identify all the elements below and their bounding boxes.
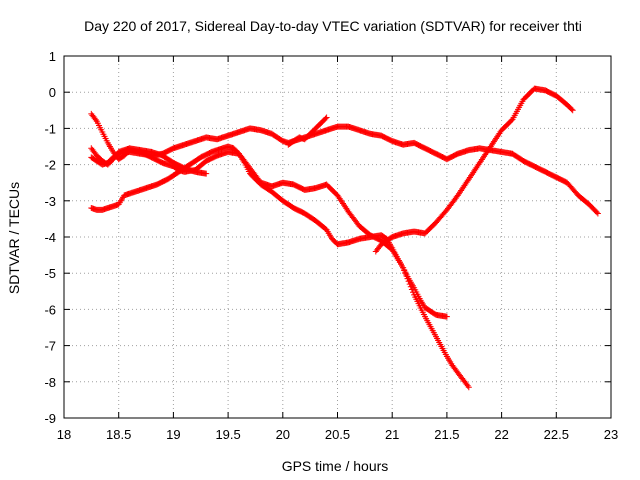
x-tick-label: 20 — [276, 427, 290, 442]
y-tick-label: -8 — [44, 375, 56, 390]
y-axis-label: SDTVAR / TECUs — [6, 182, 22, 294]
axis-ticks — [63, 55, 612, 419]
series-markers — [372, 85, 576, 255]
y-tick-label: -1 — [44, 121, 56, 136]
grid-lines — [64, 56, 611, 418]
series-markers — [88, 123, 601, 217]
x-tick-label: 18 — [57, 427, 71, 442]
x-tick-label: 18.5 — [106, 427, 131, 442]
y-tick-label: -4 — [44, 230, 56, 245]
y-tick-label: -9 — [44, 411, 56, 426]
y-tick-label: -3 — [44, 194, 56, 209]
x-axis-label: GPS time / hours — [282, 458, 389, 474]
y-tick-label: -6 — [44, 302, 56, 317]
series-markers — [88, 145, 210, 177]
x-tick-label: 23 — [604, 427, 618, 442]
data-series — [88, 85, 601, 391]
y-tick-labels: 1 0 -1 -2 -3 -4 -5 -6 -7 -8 -9 — [44, 49, 56, 426]
series-path — [91, 145, 448, 318]
series-track-e — [285, 114, 330, 148]
series-track-b — [88, 143, 450, 320]
x-tick-label: 20.5 — [325, 427, 350, 442]
y-tick-label: 1 — [49, 49, 56, 64]
y-tick-label: -7 — [44, 339, 56, 354]
y-tick-label: -5 — [44, 266, 56, 281]
x-tick-label: 21 — [385, 427, 399, 442]
chart-title: Day 220 of 2017, Sidereal Day-to-day VTE… — [84, 18, 582, 34]
series-track-d — [88, 145, 210, 177]
series-markers — [88, 143, 450, 320]
y-tick-label: 0 — [49, 85, 56, 100]
series-track-f — [372, 85, 576, 255]
x-tick-label: 19 — [166, 427, 180, 442]
x-tick-label: 22.5 — [544, 427, 569, 442]
x-tick-label: 22 — [494, 427, 508, 442]
x-tick-labels: 18 18.5 19 19.5 20 20.5 21 21.5 22 22.5 23 — [57, 427, 618, 442]
y-tick-label: -2 — [44, 158, 56, 173]
x-tick-label: 19.5 — [215, 427, 240, 442]
x-tick-label: 21.5 — [434, 427, 459, 442]
series-track-a — [88, 123, 601, 217]
series-markers — [285, 114, 330, 148]
